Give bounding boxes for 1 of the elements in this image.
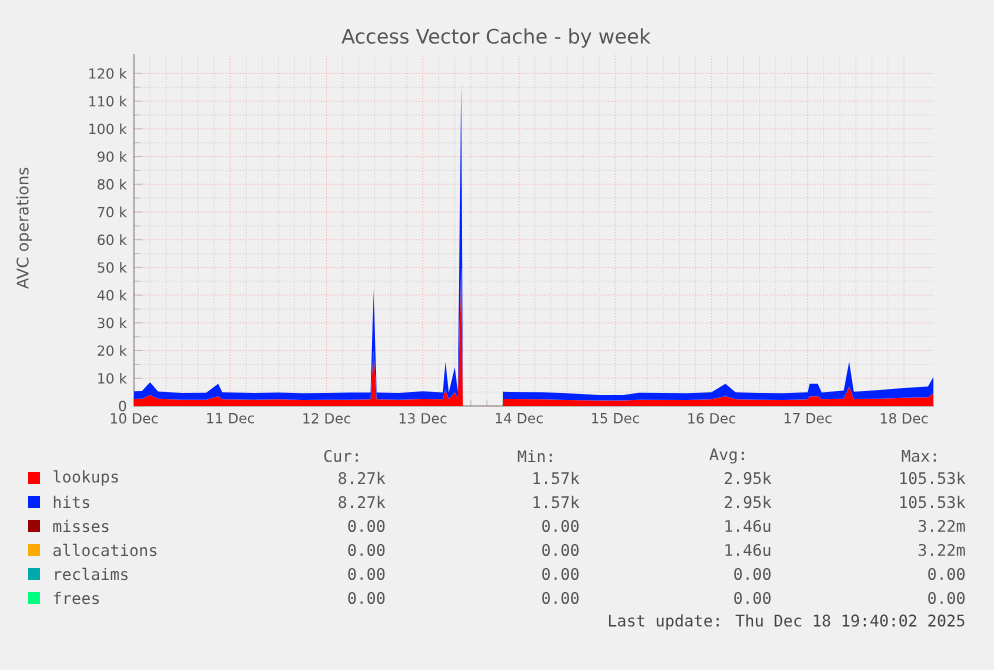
chart-title: Access Vector Cache - by week: [341, 28, 651, 48]
